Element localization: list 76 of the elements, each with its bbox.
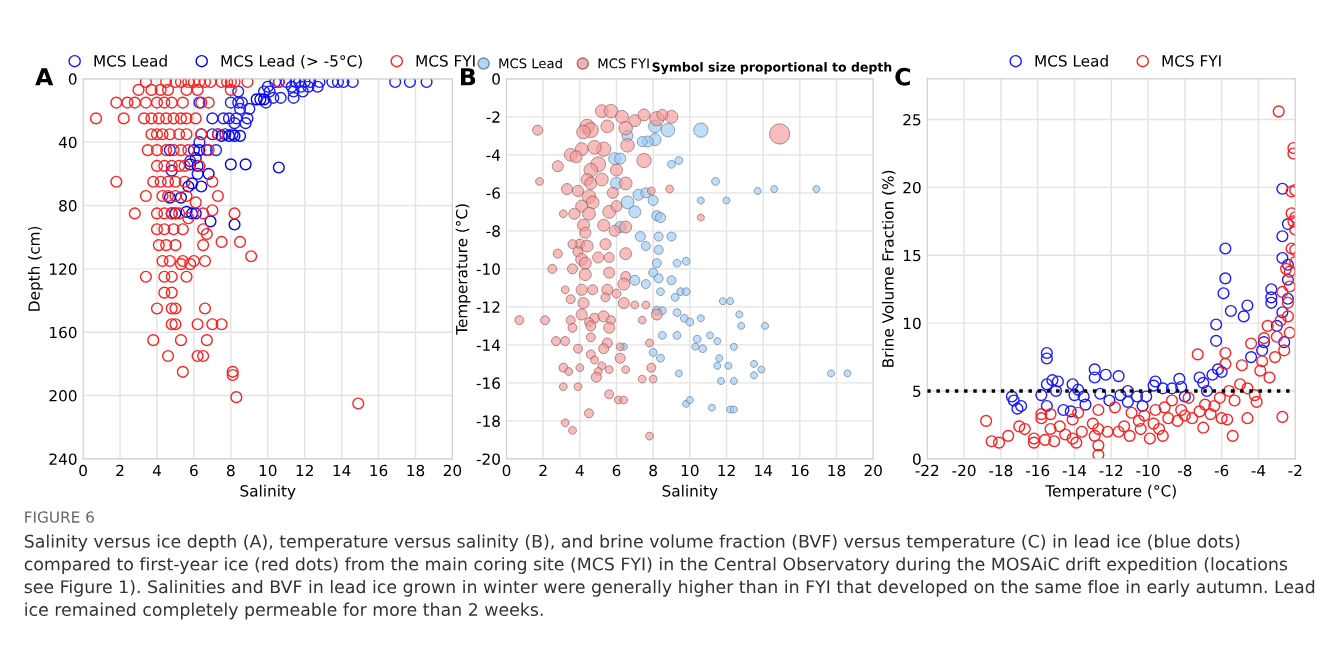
chart-title: A [35,68,54,86]
y-tick-label: -10 [476,263,500,275]
x-tick-label: -12 [1099,464,1123,477]
x-tick-label: 12 [718,464,735,477]
y-tick-label: 25 [903,114,921,126]
x-tick-label: 4 [152,464,161,477]
x-tick-label: 16 [791,464,809,477]
y-tick-label: -8 [486,225,500,237]
y-tick-label: 5 [913,385,921,398]
y-tick-label: 20 [903,181,921,194]
y-axis-title: Temperature (°C) [455,204,471,335]
x-tick-label: 20 [864,464,882,477]
chart-title: B [461,68,476,86]
y-tick-label: -2 [486,111,500,123]
y-tick-label: 240 [49,453,77,465]
x-tick-label: 12 [296,464,313,477]
x-tick-label: -16 [1025,464,1050,477]
y-axis-title: Depth (cm) [28,226,43,311]
y-tick-label: 120 [50,263,77,275]
x-tick-label: 18 [828,464,846,477]
x-tick-label: -20 [952,464,976,477]
x-tick-label: 16 [370,464,388,477]
x-tick-label: 2 [116,464,124,477]
y-tick-label: 10 [903,317,921,330]
x-tick-label: -18 [989,464,1013,477]
y-tick-label: -20 [476,453,500,465]
x-tick-label: 20 [443,464,462,477]
caption: FIGURE 6 [25,511,94,523]
y-tick-label: -6 [486,187,500,199]
x-tick-label: 10 [681,464,699,477]
x-axis-title: Temperature (°C) [1045,484,1176,500]
y-tick-label: -14 [476,339,501,351]
x-tick-label: 14 [333,464,351,477]
legend-label: MCS Lead [1035,54,1108,67]
chart-title: C [895,67,910,86]
y-axis-title: Brine Volume Fraction (%) [881,170,896,367]
x-tick-label: -10 [1136,464,1160,477]
text: Salinity versus ice depth (A), temperature versus salinity (B), and brine volume fraction (BVF) versus temperature (C) in lead ice (blue dots) compared to first-year ice (red dots) from the main coring site (MCS FYI) in the Central Observatory during the MOSAiC drift expedition (locations see Figure 1). Salinities and BVF in lead ice grown in winter were generally higher than in FYI that developed on the same floe in early autumn. Lead ice remained completely permeable for more than 2 weeks. [24,534,1315,620]
legend-label: MCS FYI [1162,55,1221,67]
x-tick-label: 8 [227,464,235,477]
y-tick-label: 40 [58,136,77,149]
x-tick-label: -14 [1062,464,1087,477]
y-tick-label: 160 [50,326,77,339]
x-tick-label: 4 [575,464,584,477]
x-tick-label: 0 [502,464,511,477]
x-axis-title: Salinity [240,484,296,500]
x-tick-label: -22 [915,464,939,477]
y-tick-label: -4 [486,149,501,161]
x-tick-label: 18 [407,464,425,477]
x-tick-label: -2 [1288,464,1302,477]
text: Symbol size proportional to depth [652,62,892,75]
legend-label: MCS FYI [598,58,649,69]
x-tick-label: 2 [539,464,547,477]
x-tick-label: -4 [1251,464,1266,477]
y-tick-label: 0 [68,73,77,85]
legend-label: MCS FYI [416,55,475,67]
legend-label: MCS Lead (> -5°C) [221,54,362,69]
legend-label: MCS Lead [94,54,167,67]
x-tick-label: 8 [649,464,657,477]
y-tick-label: 200 [49,390,77,402]
y-tick-label: 0 [492,73,500,85]
x-tick-label: 0 [79,464,87,477]
y-tick-label: 0 [912,453,921,465]
legend-label: MCS Lead [499,58,562,69]
x-tick-label: 6 [190,464,198,477]
y-tick-label: -16 [476,377,500,389]
x-tick-label: 14 [755,464,773,477]
y-tick-label: -12 [476,301,500,313]
y-tick-label: 15 [903,249,921,262]
x-tick-label: 10 [259,464,277,477]
x-tick-label: -6 [1214,464,1229,477]
x-tick-label: -8 [1177,464,1192,477]
x-axis-title: Salinity [662,484,718,500]
x-tick-label: 6 [612,464,621,477]
y-tick-label: 80 [59,199,77,212]
y-tick-label: -18 [476,415,500,427]
